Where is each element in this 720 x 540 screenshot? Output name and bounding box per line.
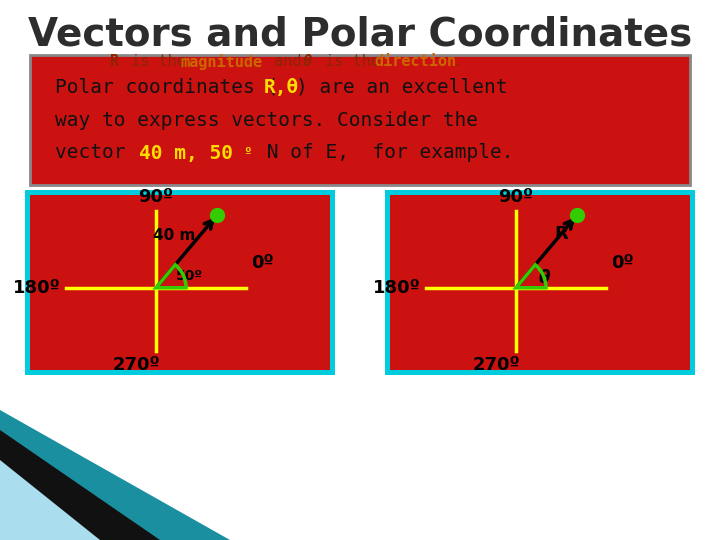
Polygon shape	[0, 430, 160, 540]
Text: 180º: 180º	[13, 279, 61, 297]
Text: θ: θ	[539, 269, 550, 287]
Polygon shape	[0, 410, 230, 540]
Text: 0º: 0º	[251, 254, 274, 272]
Text: is the: is the	[122, 55, 195, 70]
Text: magnitude: magnitude	[180, 54, 262, 70]
Text: 270º: 270º	[472, 356, 520, 374]
FancyBboxPatch shape	[30, 195, 330, 370]
Text: 90º: 90º	[138, 188, 174, 206]
Text: 0º: 0º	[611, 254, 634, 272]
Text: R: R	[554, 225, 568, 242]
Text: and: and	[265, 55, 310, 70]
Text: 50º: 50º	[176, 269, 203, 283]
FancyBboxPatch shape	[30, 55, 690, 185]
FancyBboxPatch shape	[390, 195, 690, 370]
FancyBboxPatch shape	[25, 190, 335, 375]
Text: 270º: 270º	[112, 356, 160, 374]
Text: vector: vector	[55, 144, 138, 163]
Text: 40 m, 50: 40 m, 50	[139, 144, 233, 163]
Text: is the: is the	[316, 55, 389, 70]
Text: direction: direction	[374, 55, 456, 70]
Text: way to express vectors. Consider the: way to express vectors. Consider the	[55, 111, 478, 130]
Text: R,θ: R,θ	[264, 78, 300, 97]
Text: R: R	[110, 55, 119, 70]
FancyBboxPatch shape	[385, 190, 695, 375]
Text: Vectors and Polar Coordinates: Vectors and Polar Coordinates	[28, 16, 692, 54]
Text: º: º	[243, 146, 251, 160]
Text: 90º: 90º	[498, 188, 534, 206]
Text: 180º: 180º	[373, 279, 421, 297]
Text: ) are an excellent: ) are an excellent	[296, 78, 508, 97]
Text: Polar coordinates (: Polar coordinates (	[55, 78, 278, 97]
Text: .: .	[452, 55, 461, 70]
Polygon shape	[0, 460, 100, 540]
Text: N of E,  for example.: N of E, for example.	[255, 144, 513, 163]
Text: 40 m: 40 m	[153, 228, 196, 244]
Text: θ: θ	[303, 55, 312, 70]
